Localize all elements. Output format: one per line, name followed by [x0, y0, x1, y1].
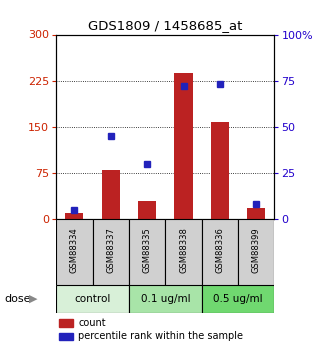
Text: GSM88338: GSM88338	[179, 228, 188, 274]
Bar	[102, 170, 120, 219]
Bar	[138, 201, 156, 219]
Text: GSM88399: GSM88399	[252, 228, 261, 273]
Bar	[165, 219, 202, 285]
Bar	[129, 285, 202, 313]
Text: dose: dose	[5, 294, 31, 304]
Text: GSM88334: GSM88334	[70, 228, 79, 274]
Bar	[92, 219, 129, 285]
Text: GSM88335: GSM88335	[143, 228, 152, 274]
Bar	[56, 285, 129, 313]
Text: 0.5 ug/ml: 0.5 ug/ml	[213, 294, 263, 304]
Bar	[247, 208, 265, 219]
Bar	[202, 219, 238, 285]
Text: control: control	[74, 294, 111, 304]
Text: GSM88336: GSM88336	[215, 228, 224, 274]
Bar	[238, 219, 274, 285]
Bar	[59, 319, 73, 327]
Text: count: count	[78, 318, 106, 328]
Bar	[202, 285, 274, 313]
Text: ▶: ▶	[29, 294, 37, 304]
Text: GDS1809 / 1458685_at: GDS1809 / 1458685_at	[88, 19, 242, 32]
Bar	[129, 219, 165, 285]
Bar	[211, 122, 229, 219]
Text: percentile rank within the sample: percentile rank within the sample	[78, 332, 243, 342]
Bar	[59, 333, 73, 341]
Bar	[174, 73, 193, 219]
Bar	[56, 219, 92, 285]
Text: 0.1 ug/ml: 0.1 ug/ml	[141, 294, 190, 304]
Bar	[65, 213, 83, 219]
Text: GSM88337: GSM88337	[106, 228, 115, 274]
